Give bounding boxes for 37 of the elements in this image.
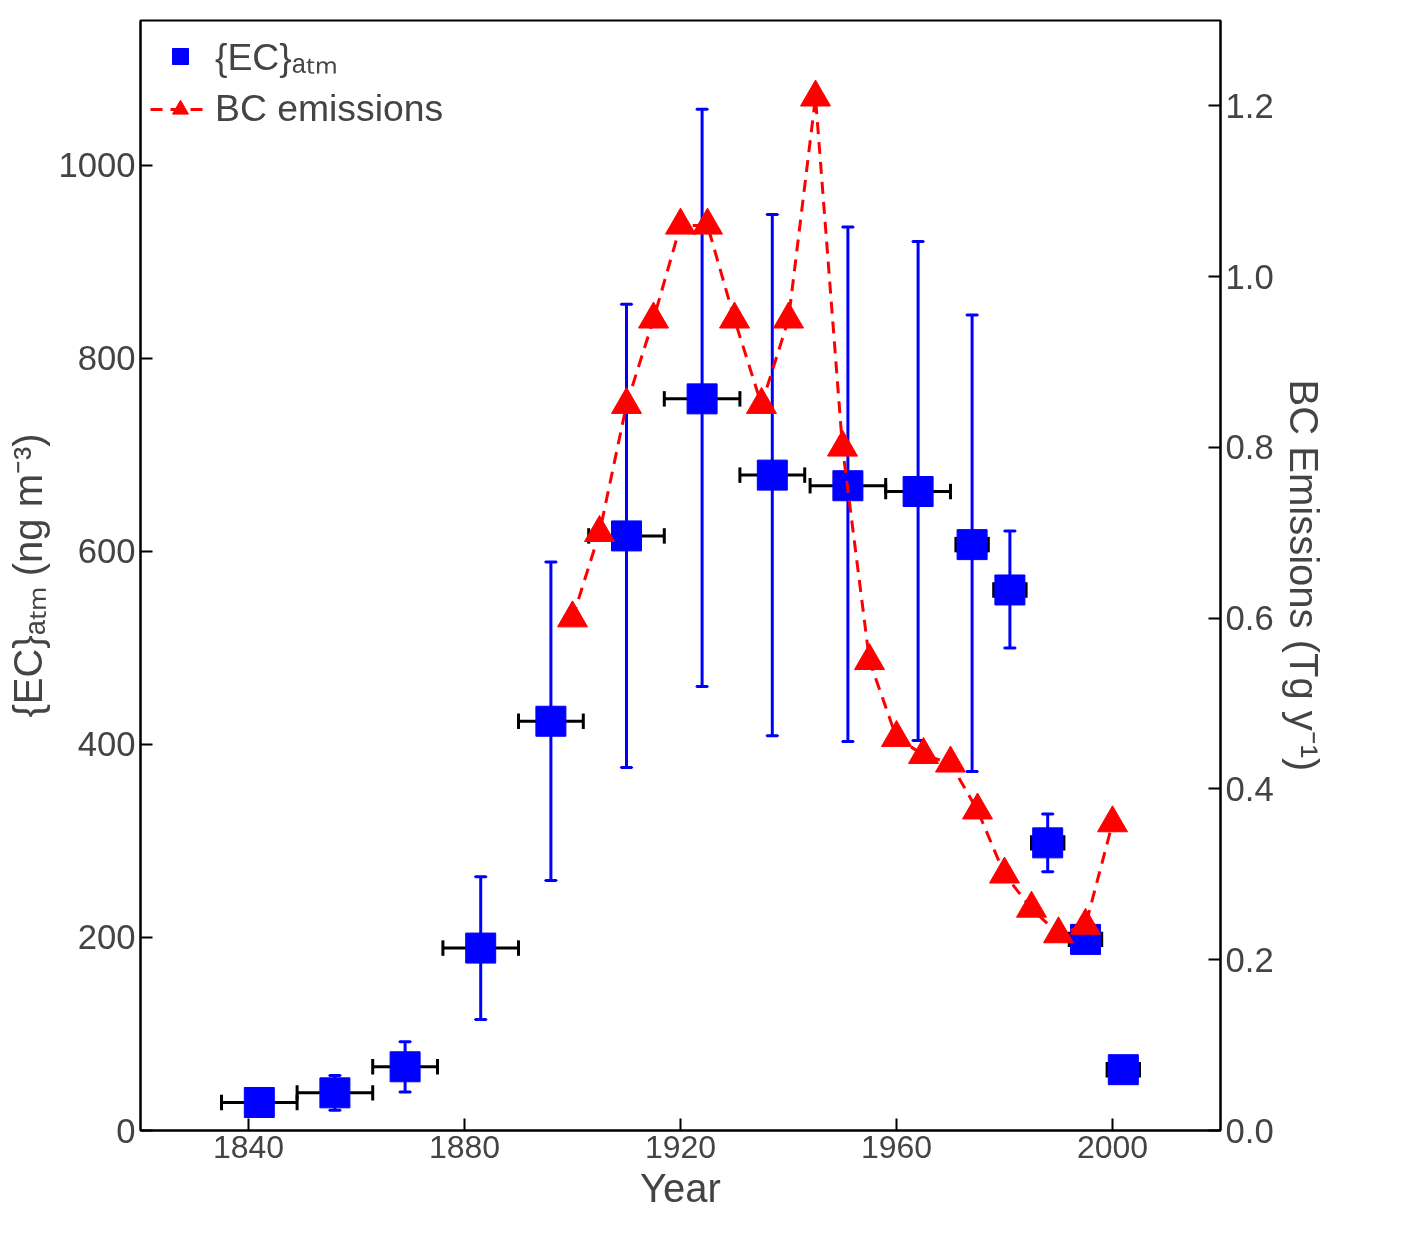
x-tick-label: 2000 [1076,1128,1149,1165]
point [1032,827,1064,859]
x-axis-title: Year [640,1165,721,1210]
point [686,383,718,415]
y-axis-title: {EC}ₐₜₘ (ng m⁻³) [6,433,51,718]
legend-label: {EC}ₐₜₘ [215,35,338,80]
x-tick-label: 1960 [860,1128,933,1165]
point [1107,1054,1139,1086]
x-tick-label: 1880 [428,1128,501,1165]
point [956,529,988,561]
point [902,476,934,508]
y2-axis-title: BC Emissions (Tg y⁻¹) [1281,379,1326,772]
y2-tick-label: 1.2 [1225,86,1274,125]
y2-tick-label: 0.8 [1225,428,1274,467]
y-tick-label: 800 [77,339,136,378]
point [611,520,642,552]
point [535,705,567,737]
point [465,932,497,964]
y-tick-label: 600 [77,532,136,571]
y-tick-label: 0 [116,1111,136,1150]
legend-label: BC emissions [215,87,444,130]
point [832,470,864,502]
y-tick-label: 400 [77,725,136,764]
point [389,1051,421,1083]
point [243,1087,275,1119]
y-tick-label: 1000 [58,146,136,185]
point [319,1077,351,1109]
point [994,574,1026,606]
x-tick-label: 1920 [644,1128,717,1165]
y2-tick-label: 0.2 [1225,940,1274,979]
x-tick-label: 1840 [212,1128,285,1165]
y-tick-label: 200 [77,918,136,957]
y2-tick-label: 1.0 [1225,257,1274,296]
y2-tick-label: 0.0 [1225,1111,1274,1150]
y2-tick-label: 0.4 [1225,769,1274,808]
y2-tick-label: 0.6 [1225,599,1274,638]
point [756,459,788,491]
